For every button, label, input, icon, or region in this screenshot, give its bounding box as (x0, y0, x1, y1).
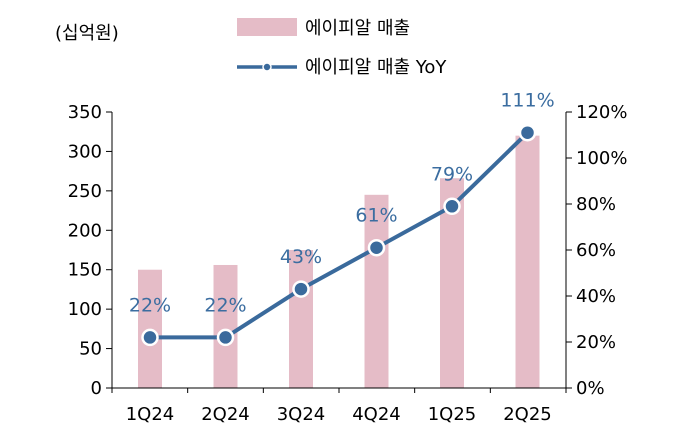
x-tick-label: 2Q24 (201, 404, 250, 425)
bar-2Q24 (213, 264, 238, 388)
legend-bar-swatch (237, 18, 297, 36)
left-tick-label: 350 (68, 102, 102, 123)
legend-line-label: 에이피알 매출 YoY (305, 57, 447, 78)
left-tick-label: 150 (68, 260, 102, 281)
x-axis-ticks: 1Q24 2Q24 3Q24 4Q24 1Q25 2Q25 (111, 388, 567, 425)
right-tick-label: 60% (576, 240, 616, 261)
left-tick-label: 300 (68, 141, 102, 162)
yoy-point-2Q25 (518, 123, 537, 142)
yoy-point-4Q24 (367, 238, 386, 257)
left-axis-ticks: 0 50 100 150 200 250 300 350 (68, 102, 112, 399)
x-tick-label: 2Q25 (503, 404, 552, 425)
yoy-data-label: 79% (431, 163, 473, 185)
right-axis-ticks: 0% 20% 40% 60% 80% 100% 120% (566, 102, 627, 399)
right-tick-label: 0% (576, 378, 605, 399)
yoy-data-label: 22% (129, 294, 171, 316)
x-tick-label: 3Q24 (277, 404, 326, 425)
legend: 에이피알 매출 에이피알 매출 YoY (237, 18, 447, 78)
yoy-point-1Q25 (443, 197, 461, 216)
left-tick-label: 50 (79, 339, 102, 360)
yoy-data-label: 61% (355, 205, 397, 227)
bar-3Q24 (289, 250, 313, 388)
yoy-line-series (141, 123, 537, 347)
yoy-data-label: 22% (204, 294, 246, 316)
legend-line-marker (262, 62, 272, 72)
right-tick-label: 80% (576, 194, 616, 215)
right-tick-label: 120% (576, 102, 627, 123)
right-tick-label: 40% (576, 286, 616, 307)
left-tick-label: 100 (68, 299, 102, 320)
right-tick-label: 100% (576, 148, 627, 169)
x-tick-label: 4Q24 (352, 404, 401, 425)
left-tick-label: 250 (68, 181, 102, 202)
right-tick-label: 20% (576, 332, 616, 353)
bars (138, 135, 540, 388)
x-tick-label: 1Q25 (428, 404, 477, 425)
yoy-data-labels: 22% 22% 43% 61% 79% 111% (129, 90, 555, 317)
yoy-data-label: 43% (280, 246, 322, 268)
left-tick-label: 200 (68, 220, 102, 241)
bar-4Q24 (364, 194, 389, 388)
yoy-point-2Q24 (216, 328, 235, 347)
yoy-line (150, 131, 529, 340)
x-tick-label: 1Q24 (126, 404, 175, 425)
bar-2Q25 (515, 135, 540, 388)
yoy-data-label: 111% (500, 90, 554, 112)
left-tick-label: 0 (91, 378, 102, 399)
legend-bar-label: 에이피알 매출 (305, 18, 410, 39)
yoy-point-1Q24 (141, 328, 159, 347)
left-axis-unit-label: (십억원) (55, 23, 119, 44)
yoy-point-3Q24 (292, 280, 310, 298)
axes (111, 112, 567, 389)
